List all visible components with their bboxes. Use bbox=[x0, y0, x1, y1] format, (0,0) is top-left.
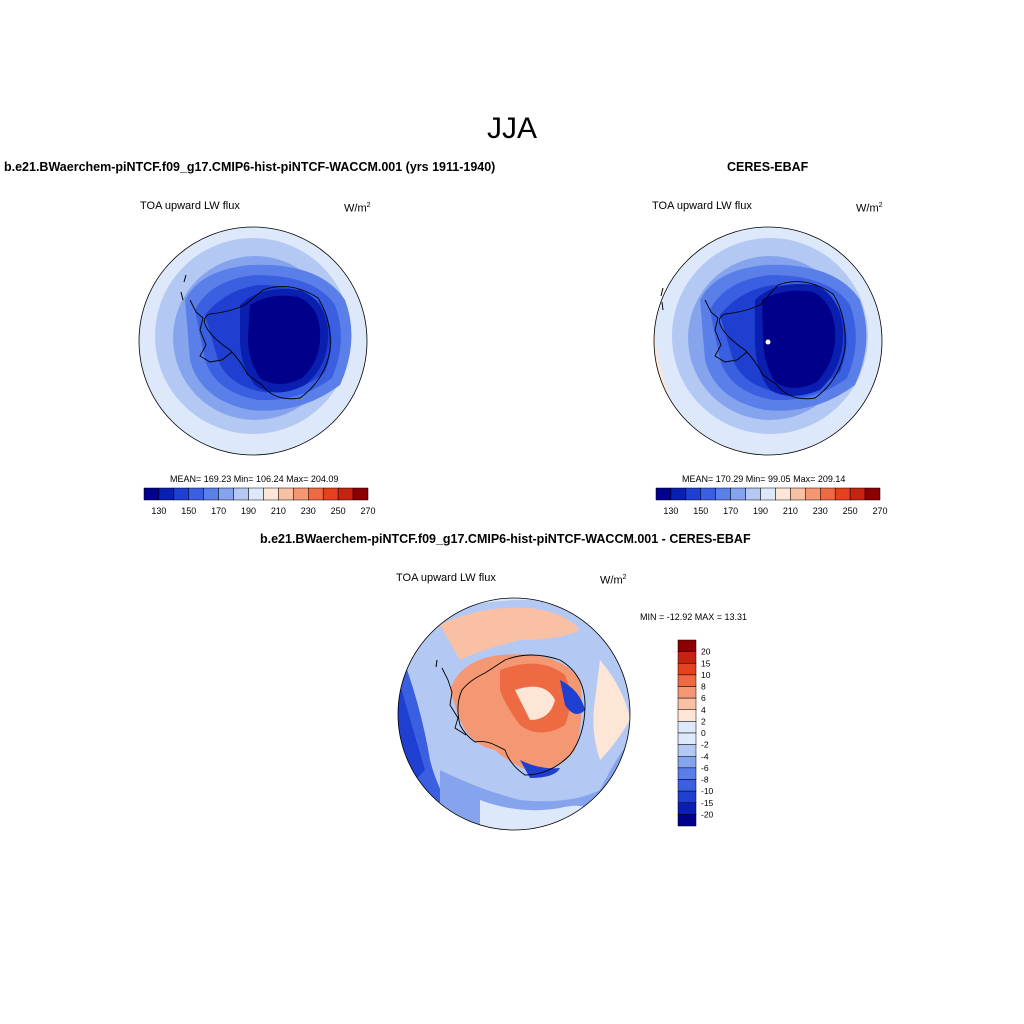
colorbar-model-swatch bbox=[322, 487, 339, 501]
colorbar-obs-swatch bbox=[700, 487, 716, 501]
colorbar-difference-tick-label: 8 bbox=[701, 682, 706, 692]
panel2-variable: TOA upward LW flux bbox=[652, 200, 752, 212]
colorbar-model-tick-label: 170 bbox=[211, 506, 226, 516]
colorbar-model-tick-label: 210 bbox=[271, 506, 286, 516]
panel1-stats: MEAN= 169.23 Min= 106.24 Max= 204.09 bbox=[170, 474, 339, 484]
colorbar-obs-tick-label: 210 bbox=[783, 506, 798, 516]
colorbar-difference-swatch bbox=[677, 663, 697, 676]
colorbar-obs-swatch bbox=[730, 487, 746, 501]
colorbar-obs-tick-label: 230 bbox=[813, 506, 828, 516]
colorbar-obs-swatch bbox=[805, 487, 821, 501]
colorbar-obs-tick-label: 150 bbox=[693, 506, 708, 516]
colorbar-difference-swatch bbox=[677, 721, 697, 734]
colorbar-difference-tick-label: -2 bbox=[701, 740, 709, 750]
colorbar-model-tick-label: 150 bbox=[181, 506, 196, 516]
colorbar-difference-swatch bbox=[677, 732, 697, 745]
colorbar-model-swatch bbox=[218, 487, 234, 501]
colorbar-obs: 130 150 170 190 210 230 250 270 bbox=[655, 487, 888, 516]
colorbar-model-swatch bbox=[293, 487, 309, 501]
colorbar-obs-swatch bbox=[834, 487, 851, 501]
colorbar-obs-tick-label: 190 bbox=[753, 506, 768, 516]
colorbar-difference-swatch bbox=[677, 814, 697, 827]
colorbar-difference-tick-label: -8 bbox=[701, 775, 709, 785]
colorbar-model-tick-label: 190 bbox=[241, 506, 256, 516]
colorbar-obs-swatch bbox=[790, 487, 806, 501]
colorbar-obs-tick-label: 170 bbox=[723, 506, 738, 516]
colorbar-model-swatch bbox=[158, 487, 175, 501]
colorbar-difference-tick-label: 6 bbox=[701, 693, 706, 703]
colorbar-difference-swatch bbox=[677, 639, 697, 652]
colorbar-model-swatch bbox=[233, 487, 249, 501]
panel1-variable: TOA upward LW flux bbox=[140, 200, 240, 212]
colorbar-model-swatch bbox=[352, 487, 369, 501]
colorbar-difference-swatch bbox=[677, 697, 697, 710]
colorbar-model-tick-label: 230 bbox=[301, 506, 316, 516]
main-title: JJA bbox=[486, 112, 537, 145]
colorbar-difference-tick-label: 15 bbox=[701, 658, 711, 668]
colorbar-difference-tick-label: 10 bbox=[701, 670, 711, 680]
colorbar-difference-swatch bbox=[677, 744, 697, 757]
colorbar-model-swatch bbox=[188, 487, 204, 501]
colorbar-difference-swatch bbox=[677, 802, 697, 815]
colorbar-obs-swatch bbox=[655, 487, 672, 501]
panel3-title: b.e21.BWaerchem-piNTCF.f09_g17.CMIP6-his… bbox=[260, 532, 751, 546]
colorbar-obs-tick-label: 270 bbox=[872, 506, 887, 516]
panel2-stats: MEAN= 170.29 Min= 99.05 Max= 209.14 bbox=[682, 474, 846, 484]
colorbar-model-swatch bbox=[143, 487, 160, 501]
colorbar-difference-tick-label: 20 bbox=[701, 647, 711, 657]
colorbar-model-tick-label: 270 bbox=[360, 506, 375, 516]
panel1-units: W/m2 bbox=[344, 202, 371, 215]
colorbar-obs-swatch bbox=[864, 487, 881, 501]
colorbar-model-swatch bbox=[278, 487, 294, 501]
colorbar-difference-tick-label: -6 bbox=[701, 763, 709, 773]
colorbar-difference-tick-label: 0 bbox=[701, 728, 706, 738]
colorbar-obs-swatch bbox=[849, 487, 866, 501]
colorbar-model-swatch bbox=[248, 487, 264, 501]
colorbar-obs-swatch bbox=[820, 487, 836, 501]
colorbar-difference-swatch bbox=[677, 674, 697, 687]
colorbar-difference-swatch bbox=[677, 779, 697, 792]
colorbar-difference-tick-label: 2 bbox=[701, 716, 706, 726]
colorbar-model-swatch bbox=[337, 487, 354, 501]
colorbar-difference-swatch bbox=[677, 709, 697, 722]
panel1-title: b.e21.BWaerchem-piNTCF.f09_g17.CMIP6-his… bbox=[4, 160, 496, 174]
colorbar-difference-swatch bbox=[677, 767, 697, 780]
colorbar-difference-tick-label: -20 bbox=[701, 809, 714, 819]
colorbar-difference-swatch bbox=[677, 686, 697, 699]
colorbar-difference-tick-label: -10 bbox=[701, 786, 714, 796]
colorbar-difference-swatch bbox=[677, 651, 697, 664]
colorbar-obs-swatch bbox=[760, 487, 776, 501]
colorbar-model-tick-label: 130 bbox=[151, 506, 166, 516]
colorbar-model-swatch bbox=[173, 487, 190, 501]
colorbar-obs-tick-label: 130 bbox=[663, 506, 678, 516]
panel2-title: CERES-EBAF bbox=[727, 160, 809, 174]
colorbar-difference-tick-label: -15 bbox=[701, 798, 714, 808]
colorbar-obs-swatch bbox=[745, 487, 761, 501]
panel3-minmax: MIN = -12.92 MAX = 13.31 bbox=[640, 612, 748, 622]
colorbar-obs-swatch bbox=[775, 487, 791, 501]
panel3-variable: TOA upward LW flux bbox=[396, 572, 496, 584]
colorbar-obs-tick-label: 250 bbox=[843, 506, 858, 516]
colorbar-difference-swatch bbox=[677, 790, 697, 803]
colorbar-difference-tick-label: 4 bbox=[701, 705, 706, 715]
colorbar-difference-tick-label: -4 bbox=[701, 751, 709, 761]
panel2-units: W/m2 bbox=[856, 202, 883, 215]
colorbar-obs-swatch bbox=[670, 487, 687, 501]
colorbar-obs-swatch bbox=[685, 487, 702, 501]
colorbar-model-swatch bbox=[263, 487, 279, 501]
colorbar-model-swatch bbox=[308, 487, 324, 501]
colorbar-model-swatch bbox=[203, 487, 219, 501]
colorbar-difference-swatch bbox=[677, 756, 697, 769]
colorbar-model: 130 150 170 190 210 230 250 270 bbox=[143, 487, 376, 516]
colorbar-obs-swatch bbox=[715, 487, 731, 501]
panel3-units: W/m2 bbox=[600, 574, 627, 587]
colorbar-model-tick-label: 250 bbox=[331, 506, 346, 516]
